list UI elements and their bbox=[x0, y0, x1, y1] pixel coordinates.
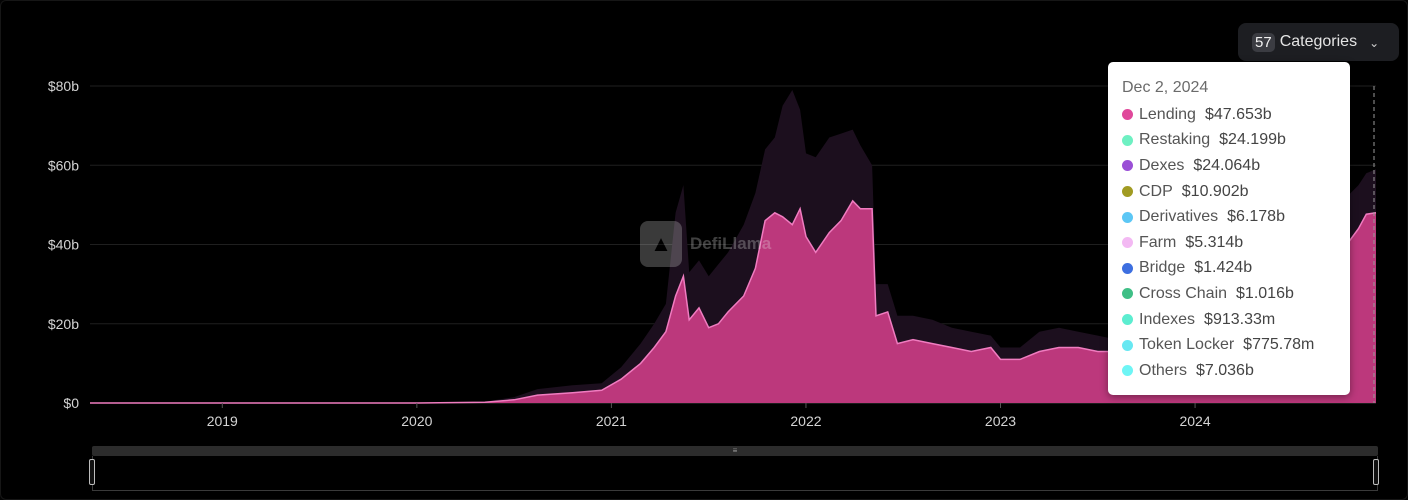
tooltip-series-name: Restaking bbox=[1139, 131, 1211, 149]
tooltip-row: Bridge $1.424b bbox=[1122, 256, 1350, 282]
categories-dropdown[interactable]: 57 Categories ⌄ bbox=[1238, 23, 1399, 61]
tooltip-series-name: CDP bbox=[1139, 182, 1173, 200]
chevron-down-icon: ⌄ bbox=[1369, 36, 1380, 50]
tooltip-rows: Lending $47.653b Restaking $24.199b Dexes $24… bbox=[1122, 102, 1350, 384]
legend-dot-icon bbox=[1122, 109, 1133, 121]
tooltip-series-value: $24.199b bbox=[1219, 131, 1286, 149]
y-tick-label: $20b bbox=[48, 316, 79, 332]
tooltip-row: Farm $5.314b bbox=[1122, 230, 1350, 256]
tooltip-date: Dec 2, 2024 bbox=[1122, 79, 1209, 96]
tooltip-series-name: Derivatives bbox=[1139, 208, 1219, 226]
legend-dot-icon bbox=[1122, 262, 1133, 274]
tooltip-series-value: $5.314b bbox=[1185, 233, 1244, 251]
x-tick-label: 2024 bbox=[1179, 413, 1210, 429]
legend-dot-icon bbox=[1122, 365, 1133, 377]
tooltip-series-name: Dexes bbox=[1139, 156, 1185, 174]
y-tick-label: $80b bbox=[48, 78, 79, 94]
y-tick-label: $60b bbox=[48, 157, 79, 173]
tooltip-series-value: $1.424b bbox=[1194, 259, 1253, 277]
x-tick-label: 2020 bbox=[401, 413, 432, 429]
y-tick-label: $40b bbox=[48, 237, 79, 253]
categories-count: 57 bbox=[1252, 32, 1275, 52]
tooltip-row: Dexes $24.064b bbox=[1122, 153, 1350, 179]
tooltip-series-name: Token Locker bbox=[1139, 336, 1235, 354]
y-axis-ticks: $0 $20b $40b $60b $80b bbox=[48, 78, 79, 411]
x-axis-ticks: 2019 2020 2021 2022 2023 2024 bbox=[207, 403, 1211, 429]
slider-handle-right[interactable] bbox=[1373, 459, 1379, 485]
x-tick-label: 2022 bbox=[790, 413, 821, 429]
tooltip-row: Derivatives $6.178b bbox=[1122, 204, 1350, 230]
chart-tooltip: Dec 2, 2024 Lending $47.653b Restaking $24.… bbox=[1108, 62, 1350, 395]
tooltip-series-name: Cross Chain bbox=[1139, 284, 1228, 302]
tooltip-row: Restaking $24.199b bbox=[1122, 128, 1350, 154]
watermark: ▲ DefiLlama bbox=[640, 221, 771, 267]
tooltip-series-value: $1.016b bbox=[1236, 284, 1294, 302]
total-area bbox=[90, 90, 1376, 403]
legend-dot-icon bbox=[1122, 339, 1133, 351]
llama-logo-icon: ▲ bbox=[640, 221, 682, 267]
legend-dot-icon bbox=[1122, 314, 1133, 326]
x-tick-label: 2021 bbox=[596, 413, 627, 429]
slider-handle-left[interactable] bbox=[89, 459, 95, 485]
watermark-text: DefiLlama bbox=[690, 234, 772, 253]
tooltip-row: Lending $47.653b bbox=[1122, 102, 1350, 128]
tooltip-row: Token Locker $775.78m bbox=[1122, 332, 1350, 358]
tooltip-series-value: $913.33m bbox=[1204, 310, 1276, 328]
tooltip-series-name: Others bbox=[1139, 361, 1188, 379]
tooltip-series-value: $775.78m bbox=[1243, 336, 1315, 354]
legend-dot-icon bbox=[1122, 134, 1133, 146]
categories-label: Categories bbox=[1279, 33, 1358, 50]
tooltip-series-value: $24.064b bbox=[1193, 156, 1261, 174]
lending-area bbox=[90, 200, 1376, 403]
legend-dot-icon bbox=[1122, 186, 1133, 198]
tooltip-row: Others $7.036b bbox=[1122, 358, 1350, 384]
slider-window[interactable] bbox=[92, 456, 1378, 491]
slider-grip-icon[interactable]: ≡ bbox=[732, 446, 738, 455]
tooltip-series-name: Farm bbox=[1139, 233, 1177, 251]
tooltip-series-value: $7.036b bbox=[1196, 361, 1254, 379]
tooltip-row: Cross Chain $1.016b bbox=[1122, 281, 1350, 307]
tooltip-series-value: $47.653b bbox=[1204, 105, 1272, 123]
range-slider[interactable]: ≡ bbox=[89, 446, 1379, 492]
tooltip-series-name: Indexes bbox=[1139, 310, 1196, 328]
legend-dot-icon bbox=[1122, 288, 1133, 300]
tooltip-series-value: $10.902b bbox=[1181, 182, 1249, 200]
tooltip-row: CDP $10.902b bbox=[1122, 179, 1350, 205]
tooltip-row: Indexes $913.33m bbox=[1122, 307, 1350, 333]
tooltip-series-value: $6.178b bbox=[1227, 208, 1285, 226]
slider-track[interactable]: ≡ bbox=[92, 446, 1378, 456]
x-tick-label: 2019 bbox=[207, 413, 238, 429]
tooltip-series-name: Lending bbox=[1139, 105, 1196, 123]
tooltip-series-name: Bridge bbox=[1139, 259, 1186, 277]
legend-dot-icon bbox=[1122, 237, 1133, 249]
legend-dot-icon bbox=[1122, 160, 1133, 172]
x-tick-label: 2023 bbox=[985, 413, 1016, 429]
y-tick-label: $0 bbox=[63, 395, 79, 411]
legend-dot-icon bbox=[1122, 211, 1133, 223]
